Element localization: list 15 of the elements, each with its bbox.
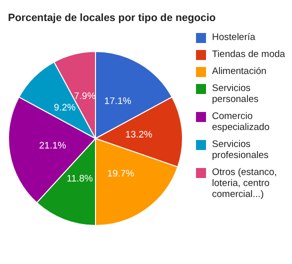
- legend-label: Servicios personales: [212, 83, 260, 105]
- data-label: 17.1%: [104, 96, 132, 107]
- legend-label: Hostelería: [212, 32, 256, 43]
- legend-label: Servicios profesionales: [212, 139, 270, 161]
- data-label: 11.8%: [66, 174, 94, 185]
- legend-label: Otros (estanco, loteria, centro comercial...): [212, 167, 278, 200]
- legend-label: Tiendas de moda: [212, 49, 286, 60]
- legend-label: Comercio especializado: [212, 111, 271, 133]
- legend-label: Alimentación: [212, 66, 266, 77]
- data-label: 13.2%: [125, 130, 153, 141]
- data-label: 7.9%: [74, 90, 96, 102]
- data-label: 9.2%: [54, 102, 76, 114]
- data-label: 21.1%: [39, 140, 67, 152]
- data-label: 19.7%: [107, 168, 135, 180]
- chart-title: Porcentaje de locales por tipo de negocio: [8, 12, 216, 24]
